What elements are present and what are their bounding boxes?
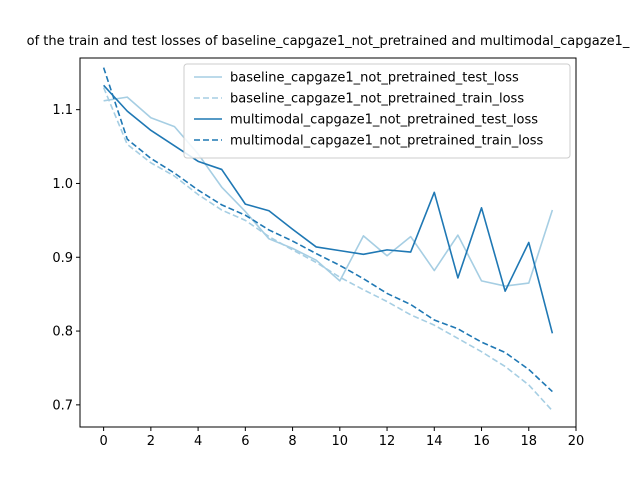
legend-label-1: baseline_capgaze1_not_pretrained_test_lo… [230, 71, 519, 86]
x-tick-label: 14 [426, 434, 443, 449]
series-line-4 [102, 67, 553, 393]
legend: baseline_capgaze1_not_pretrained_test_lo… [183, 63, 571, 159]
plot-area [102, 67, 554, 412]
y-tick-label: 0.9 [52, 251, 73, 266]
x-tick-label: 16 [473, 434, 490, 449]
legend-box [183, 63, 571, 159]
series-line-2 [102, 87, 553, 412]
x-tick-label: 18 [520, 434, 537, 449]
x-axis: 0 2 4 6 8 10 12 14 16 18 20 [99, 427, 584, 449]
x-tick-label: 10 [332, 434, 349, 449]
x-tick-label: 4 [194, 434, 202, 449]
chart-title: of the train and test losses of baseline… [27, 34, 630, 49]
y-tick-label: 0.7 [52, 398, 73, 413]
y-tick-label: 1.1 [52, 103, 73, 118]
y-tick-label: 1.0 [52, 177, 73, 192]
legend-label-4: multimodal_capgaze1_not_pretrained_train… [230, 134, 544, 149]
axes-frame [79, 57, 577, 428]
series-line-3 [103, 84, 554, 334]
y-axis: 0.7 0.8 0.9 1.0 1.1 [52, 103, 80, 413]
x-tick-label: 0 [99, 434, 107, 449]
x-tick-label: 2 [147, 434, 155, 449]
legend-label-3: multimodal_capgaze1_not_pretrained_test_… [230, 113, 538, 128]
legend-label-2: baseline_capgaze1_not_pretrained_train_l… [230, 92, 524, 107]
y-tick-label: 0.8 [52, 325, 73, 340]
x-tick-label: 20 [568, 434, 585, 449]
x-tick-label: 12 [379, 434, 396, 449]
x-tick-label: 6 [241, 434, 249, 449]
x-tick-label: 8 [288, 434, 296, 449]
